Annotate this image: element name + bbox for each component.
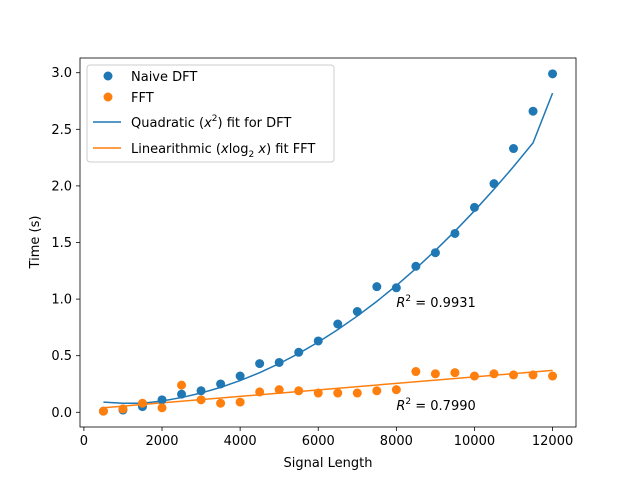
data-point-0-16: [411, 261, 421, 271]
data-point-1-17: [430, 369, 440, 379]
data-point-1-1: [118, 404, 128, 414]
data-point-0-18: [450, 228, 460, 238]
data-point-0-3: [157, 395, 167, 405]
data-point-0-12: [333, 319, 343, 329]
data-point-1-9: [274, 385, 284, 395]
data-point-1-22: [528, 370, 538, 380]
data-point-1-20: [489, 369, 499, 379]
data-point-1-7: [235, 397, 245, 407]
y-tick-label-1: 0.5: [51, 349, 72, 364]
x-tick-label-1: 2000: [145, 434, 178, 449]
data-point-1-16: [411, 367, 421, 377]
legend-label-1: FFT: [131, 91, 154, 106]
data-point-1-10: [294, 386, 304, 396]
data-point-1-4: [177, 380, 187, 390]
data-point-1-23: [548, 371, 558, 381]
data-point-1-5: [196, 395, 206, 405]
legend-marker-1: [103, 92, 113, 102]
fit-line-3: [103, 369, 553, 409]
data-point-0-19: [469, 202, 479, 212]
y-tick-label-6: 3.0: [51, 66, 72, 81]
data-point-1-14: [372, 386, 382, 396]
data-point-0-23: [548, 69, 558, 79]
legend-label-0: Naive DFT: [131, 70, 197, 85]
data-point-1-8: [255, 387, 265, 397]
x-tick-label-5: 10000: [454, 434, 495, 449]
y-tick-label-5: 2.5: [51, 123, 72, 138]
y-axis-label: Time (s): [28, 216, 43, 270]
data-point-0-21: [509, 144, 519, 154]
data-point-0-8: [255, 359, 265, 369]
legend-marker-0: [103, 71, 113, 81]
y-tick-label-0: 0.0: [51, 406, 72, 421]
axes-layer: 0 2000 4000 6000 8000 10000 12000 0.0 0.5 1.0 1.5 2…: [51, 57, 577, 449]
data-point-0-7: [235, 371, 245, 381]
legend: Naive DFT FFT Quadratic (x2) fit for DFT Li…: [86, 64, 335, 163]
x-tick-label-6: 12000: [532, 434, 573, 449]
y-tick-label-2: 1.0: [51, 293, 72, 308]
data-point-0-4: [177, 389, 187, 399]
data-point-0-9: [274, 357, 284, 367]
data-point-0-15: [391, 283, 401, 293]
data-point-0-5: [196, 386, 206, 396]
data-point-1-19: [469, 371, 479, 381]
data-point-0-22: [528, 106, 538, 116]
data-point-1-13: [352, 388, 362, 398]
annotation-layer: R2 = 0.9931 R2 = 0.7990: [396, 294, 475, 414]
r-squared-annotation-0: R2 = 0.9931: [396, 294, 475, 311]
data-point-1-15: [391, 385, 401, 395]
legend-label-2: Quadratic (x2) fit for DFT: [131, 114, 291, 131]
data-point-1-0: [98, 406, 108, 416]
data-point-1-3: [157, 403, 167, 413]
x-tick-label-3: 6000: [302, 434, 335, 449]
x-tick-label-4: 8000: [380, 434, 413, 449]
data-point-1-21: [509, 370, 519, 380]
x-tick-label-2: 4000: [224, 434, 257, 449]
y-tick-label-4: 2.0: [51, 179, 72, 194]
r-squared-annotation-1: R2 = 0.7990: [396, 397, 475, 414]
x-tick-label-0: 0: [80, 434, 88, 449]
data-point-0-20: [489, 179, 499, 189]
legend-label-3: Linearithmic (xlog2 x) fit FFT: [131, 142, 315, 160]
data-point-0-14: [372, 282, 382, 292]
y-tick-label-3: 1.5: [51, 236, 72, 251]
data-point-1-6: [216, 398, 226, 408]
data-point-1-18: [450, 368, 460, 378]
data-point-0-6: [216, 379, 226, 389]
data-point-1-2: [137, 398, 147, 408]
data-point-0-10: [294, 347, 304, 357]
data-point-0-17: [430, 248, 440, 258]
data-point-1-11: [313, 388, 323, 398]
series-layer: [98, 69, 558, 416]
data-point-0-13: [352, 307, 362, 317]
data-point-1-12: [333, 388, 343, 398]
legend-box: [86, 64, 335, 163]
x-axis-label: Signal Length: [284, 456, 373, 471]
data-point-0-11: [313, 336, 323, 346]
